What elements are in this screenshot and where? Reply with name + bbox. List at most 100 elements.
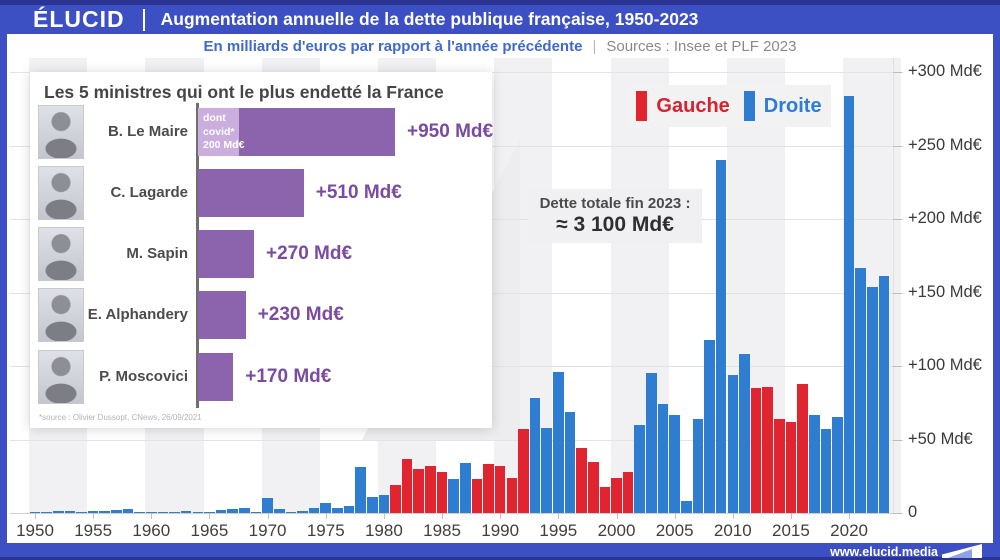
minister-name-3: M. Sapin (126, 245, 188, 262)
bar-2012-gauche (750, 388, 762, 513)
subtitle-pipe: | (592, 37, 597, 55)
subtitle-row: En milliards d'euros par rapport à l'ann… (0, 34, 1000, 58)
bar-2008-droite (704, 339, 715, 513)
legend-item-gauche: Gauche (636, 91, 730, 121)
x-tick-1950 (35, 513, 36, 519)
bar-1970-droite (262, 498, 273, 513)
x-tick-1985 (442, 513, 444, 519)
bar-2018-droite (820, 429, 832, 513)
bar-2010-droite (727, 374, 739, 513)
minister-name-5: P. Moscovici (99, 368, 188, 385)
bar-1989-gauche (483, 464, 494, 513)
right-border (993, 34, 1000, 560)
bar-1993-droite (529, 398, 541, 513)
minister-value-2: +510 Md€ (315, 182, 402, 203)
x-tick-2015 (790, 513, 792, 519)
x-tick-label-1985: 1985 (423, 521, 461, 540)
x-tick-label-2020: 2020 (830, 521, 868, 540)
y-tick-50 (893, 439, 902, 441)
ministers-source-note: *source : Olivier Dussopt, CNews, 26/09/… (39, 413, 202, 422)
bar-1979-droite (366, 496, 378, 513)
y-tick-100 (893, 366, 902, 367)
minister-photo-2 (38, 166, 84, 220)
y-tick-150 (893, 292, 902, 294)
bar-1984-gauche (425, 465, 436, 513)
subtitle-sources: Sources : Insee et PLF 2023 (606, 37, 797, 55)
bar-2016-gauche (797, 383, 808, 513)
x-tick-label-2005: 2005 (655, 521, 694, 540)
legend-label-droite: Droite (763, 94, 822, 117)
minister-bar-4 (198, 291, 246, 339)
minister-photo-4 (38, 288, 84, 342)
bar-1965-droite (204, 511, 215, 513)
bar-1983-gauche (413, 468, 425, 513)
bar-1976-droite (332, 508, 343, 513)
x-tick-1990 (500, 513, 502, 519)
bar-1964-droite (192, 511, 204, 513)
bar-1972-droite (285, 511, 297, 513)
y-tick-label-100: +100 Md€ (908, 356, 982, 374)
x-tick-1955 (93, 513, 95, 519)
x-tick-1960 (151, 513, 153, 519)
y-tick-300 (893, 72, 902, 73)
bar-1981-gauche (390, 485, 401, 513)
bar-1952-droite (52, 511, 64, 513)
legend-swatch-droite (743, 91, 755, 121)
minister-bar-1: dont covid* 200 Md€ (198, 108, 396, 156)
y-tick-label-50: +50 Md€ (908, 429, 973, 448)
bar-2003-droite (646, 373, 657, 513)
left-border (0, 34, 7, 560)
bar-1977-droite (343, 505, 355, 513)
bar-2017-droite (808, 414, 820, 513)
bar-1994-droite (541, 427, 552, 513)
bar-1969-droite (250, 511, 262, 513)
top-accent-strip (0, 0, 1000, 5)
x-tick-1975 (325, 513, 327, 519)
bar-1957-droite (111, 509, 122, 513)
y-tick-200 (893, 219, 902, 220)
y-tick-label-200: +200 Md€ (908, 209, 982, 227)
covid-note: dont covid* 200 Md€ (203, 112, 245, 152)
x-tick-label-1955: 1955 (74, 521, 113, 540)
bar-2020-droite (843, 95, 855, 513)
y-tick-label-0: 0 (908, 503, 918, 521)
x-tick-label-1960: 1960 (132, 521, 171, 540)
x-tick-label-1970: 1970 (248, 521, 287, 540)
legend-item-droite: Droite (743, 91, 822, 121)
ministers-bar-axis (196, 103, 199, 408)
x-tick-label-1965: 1965 (190, 521, 229, 540)
bar-1956-droite (99, 510, 111, 513)
bar-1973-droite (297, 511, 308, 513)
bar-1959-droite (134, 511, 145, 513)
minister-name-2: C. Lagarde (110, 184, 188, 201)
bar-1996-droite (564, 411, 576, 513)
bar-1997-gauche (576, 448, 587, 513)
gridline-50 (10, 439, 903, 441)
bar-2015-gauche (785, 421, 797, 513)
bar-1968-droite (239, 508, 250, 513)
bar-1960-droite (146, 511, 157, 513)
subtitle-unit: En milliards d'euros par rapport à l'ann… (203, 37, 583, 55)
x-tick-2005 (674, 513, 676, 519)
bar-2005-droite (669, 414, 680, 513)
minister-photo-5 (38, 350, 84, 404)
bar-1978-droite (355, 467, 366, 513)
legend-swatch-gauche (636, 91, 648, 121)
annotation-line2: ≈ 3 100 Md€ (556, 213, 674, 236)
minister-value-3: +270 Md€ (265, 243, 353, 264)
covid-segment (198, 108, 240, 156)
bar-1985-gauche (436, 471, 448, 513)
bar-1955-droite (87, 511, 99, 513)
bar-1986-droite (448, 479, 459, 513)
y-tick-250 (893, 145, 902, 147)
bar-2004-droite (657, 404, 669, 513)
elucid-logo: ÉLUCID (33, 6, 125, 32)
bar-1990-gauche (494, 465, 506, 513)
minister-bar-2 (198, 169, 304, 217)
minister-name-1: B. Le Maire (107, 123, 188, 140)
plot-right-boundary (893, 58, 894, 513)
x-tick-label-2000: 2000 (597, 521, 636, 540)
minister-photo-1 (38, 105, 84, 159)
bar-1962-droite (169, 511, 180, 513)
